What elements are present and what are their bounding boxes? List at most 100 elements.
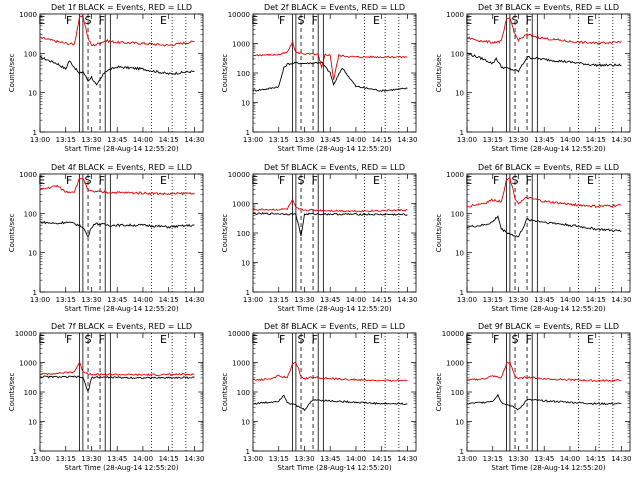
series-line-events [252,394,408,412]
y-tick-label: 1 [33,129,37,137]
x-tick-label: 14:00 [133,136,153,144]
x-tick-label: 13:00 [30,136,50,144]
x-axis-label: Start Time (28-Aug-14 12:55:20) [491,305,605,313]
x-tick-label: 14:15 [159,296,179,304]
x-tick-label: 14:00 [346,296,366,304]
y-tick-label: 10 [455,250,464,258]
x-tick-label: 13:30 [508,136,528,144]
x-tick-label: 13:00 [457,455,477,463]
series-line-events [466,393,622,411]
x-tick-label: 14:00 [560,455,580,463]
y-tick-label: 10 [455,419,464,427]
x-tick-label: 14:30 [397,455,417,463]
x-tick-label: 14:00 [346,136,366,144]
x-tick-label: 13:45 [107,296,127,304]
x-tick-label: 14:30 [611,296,631,304]
y-tick-label: 10000 [228,11,250,19]
region-label: F [279,14,285,27]
x-tick-label: 13:30 [294,455,314,463]
y-tick-label: 1000 [232,41,250,49]
region-label: F [312,174,318,187]
y-tick-label: 10000 [228,171,250,179]
x-tick-label: 13:45 [320,136,340,144]
x-tick-label: 13:15 [269,455,289,463]
region-label: F [279,333,285,346]
y-axis-label: Counts/sec [8,373,16,412]
x-tick-label: 14:15 [159,136,179,144]
region-label: S [512,14,519,27]
plot-det-1: Det 1f BLACK = Events, RED = LLD 1 10 100 10… [8,3,205,153]
series-line-lld [39,177,195,196]
x-tick-label: 14:30 [397,296,417,304]
x-tick-label: 13:00 [243,455,263,463]
y-tick-label: 10000 [228,330,250,338]
x-tick-label: 14:30 [611,136,631,144]
x-tick-label: 13:45 [534,455,554,463]
region-label: F [493,333,499,346]
region-label: E [38,333,45,346]
y-axis-label: Counts/sec [221,373,229,412]
region-label: S [85,14,92,27]
plot-title: Det 2f BLACK = Events, RED = LLD [264,3,405,12]
y-tick-label: 10000 [15,330,37,338]
y-tick-label: 100 [451,50,464,58]
region-label: S [298,14,305,27]
x-tick-label: 14:00 [346,455,366,463]
plot-frame [39,332,204,452]
x-tick-label: 13:15 [269,296,289,304]
x-tick-label: 13:30 [81,296,101,304]
region-label: S [512,174,519,187]
y-tick-label: 1 [33,289,37,297]
x-tick-label: 14:15 [372,136,392,144]
plot-title: Det 9f BLACK = Events, RED = LLD [478,322,619,331]
x-axis-label: Start Time (28-Aug-14 12:55:20) [277,305,391,313]
x-tick-label: 13:30 [81,136,101,144]
plot-title: Det 6f BLACK = Events, RED = LLD [478,163,619,172]
region-label: F [493,14,499,27]
y-tick-label: 10 [28,419,37,427]
plot-det-9: Det 9f BLACK = Events, RED = LLD 1 10 100 10… [435,322,632,472]
y-tick-label: 10000 [442,330,464,338]
y-tick-label: 1000 [19,171,37,179]
plot-title: Det 8f BLACK = Events, RED = LLD [264,322,405,331]
plot-det-7: Det 7f BLACK = Events, RED = LLD 1 10 100 10… [8,322,205,472]
region-label: F [526,333,532,346]
x-tick-label: 13:30 [81,455,101,463]
region-label: F [526,174,532,187]
series-line-lld [252,198,408,213]
plot-title: Det 4f BLACK = Events, RED = LLD [51,163,192,172]
region-label: E [251,174,258,187]
region-label: F [66,174,72,187]
series-line-lld [466,176,622,209]
region-label: E [160,333,167,346]
x-tick-label: 14:00 [133,296,153,304]
region-label: F [493,174,499,187]
y-tick-label: 1 [33,448,37,456]
y-tick-label: 1 [246,129,250,137]
plot-frame [466,13,631,133]
x-tick-label: 13:30 [508,455,528,463]
region-label: E [587,14,594,27]
plot-title: Det 1f BLACK = Events, RED = LLD [51,3,192,12]
y-tick-label: 10 [28,250,37,258]
x-axis-label: Start Time (28-Aug-14 12:55:20) [277,145,391,153]
x-tick-label: 14:15 [159,455,179,463]
y-tick-label: 10 [28,90,37,98]
x-tick-label: 13:00 [243,136,263,144]
region-label: S [85,174,92,187]
region-label: F [99,174,105,187]
y-tick-label: 10 [241,100,250,108]
y-axis-label: Counts/sec [435,54,443,93]
x-axis-label: Start Time (28-Aug-14 12:55:20) [64,305,178,313]
x-tick-label: 14:15 [372,455,392,463]
x-tick-label: 13:00 [457,296,477,304]
region-label: F [66,333,72,346]
region-label: S [298,333,305,346]
x-tick-label: 14:00 [560,136,580,144]
y-tick-label: 1 [460,289,464,297]
y-tick-label: 1 [460,129,464,137]
x-tick-label: 13:45 [534,136,554,144]
x-tick-label: 13:15 [56,455,76,463]
plot-det-5: Det 5f BLACK = Events, RED = LLD 1 10 100 10… [221,163,418,313]
